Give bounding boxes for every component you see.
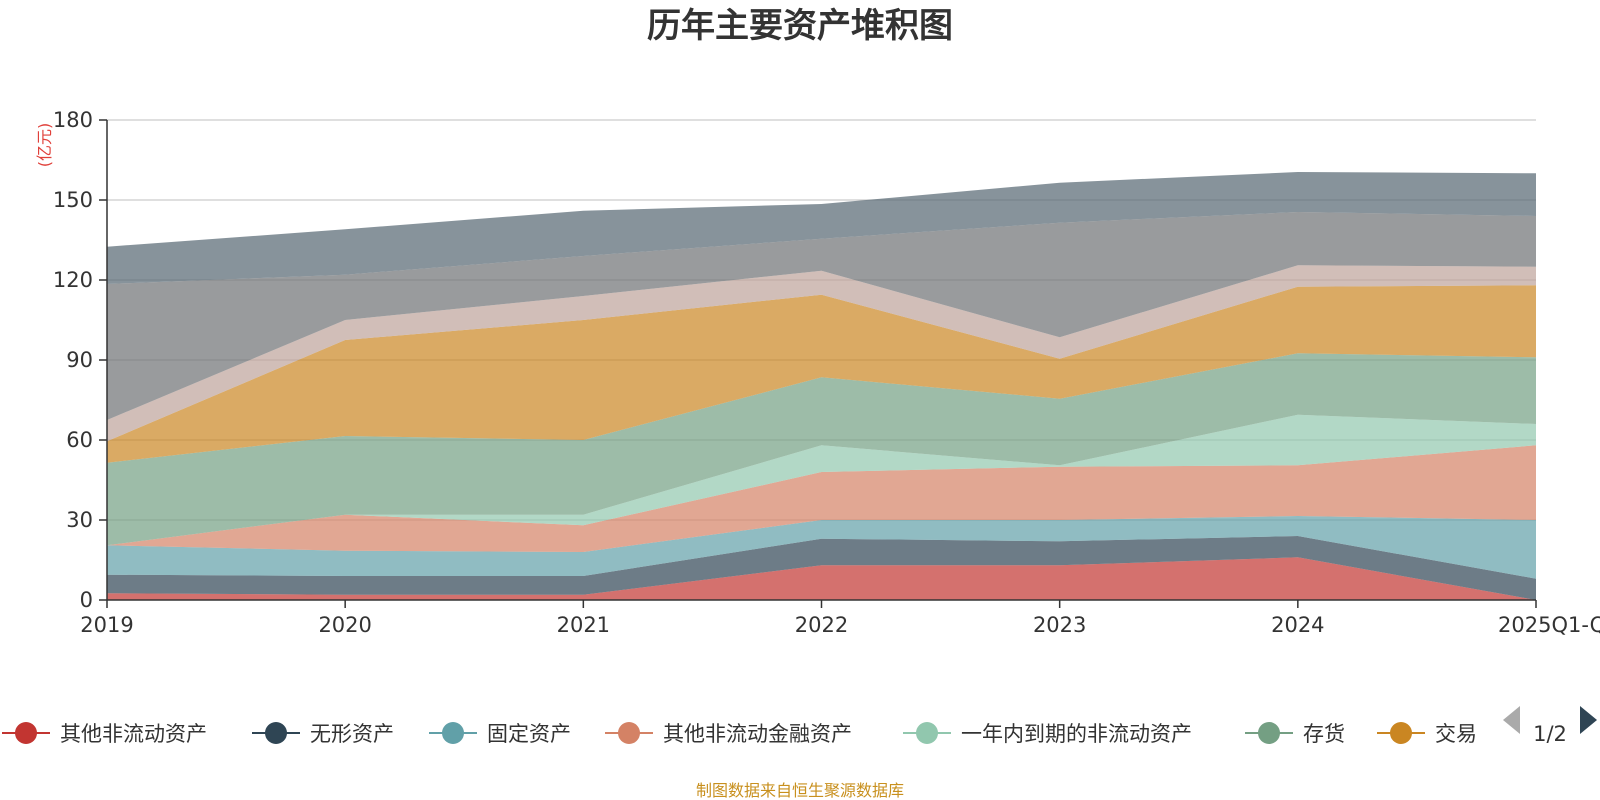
legend-pager[interactable]: 1/2 xyxy=(1503,706,1597,746)
x-tick-label: 2022 xyxy=(795,613,848,637)
legend-label: 固定资产 xyxy=(487,722,571,746)
area-6[interactable] xyxy=(107,353,1536,546)
y-tick-label: 150 xyxy=(53,188,93,212)
y-tick-label: 90 xyxy=(66,348,93,372)
y-tick-label: 180 xyxy=(53,108,93,132)
legend-label: 存货 xyxy=(1303,722,1345,746)
x-tick-label: 2023 xyxy=(1033,613,1086,637)
legend-item[interactable]: 其他非流动金融资产 xyxy=(605,722,852,746)
x-tick-label: 2019 xyxy=(80,613,133,637)
legend-label: 其他非流动金融资产 xyxy=(663,722,852,746)
legend-next-page-icon[interactable] xyxy=(1580,706,1597,734)
x-tick-label: 2024 xyxy=(1271,613,1324,637)
y-tick-label: 30 xyxy=(66,508,93,532)
legend-marker xyxy=(1390,722,1412,744)
area-9[interactable] xyxy=(107,212,1536,420)
area-series[interactable] xyxy=(107,172,1536,600)
legend-label: 其他非流动资产 xyxy=(60,722,207,746)
area-8[interactable] xyxy=(107,265,1536,442)
x-tick-label: 2020 xyxy=(318,613,371,637)
legend-marker xyxy=(1258,722,1280,744)
legend-marker xyxy=(916,722,938,744)
x-tick-label: 2021 xyxy=(557,613,610,637)
legend-marker xyxy=(442,722,464,744)
y-tick-label: 60 xyxy=(66,428,93,452)
area-1[interactable] xyxy=(107,557,1536,600)
legend-prev-page-icon[interactable] xyxy=(1503,706,1520,734)
area-7[interactable] xyxy=(107,285,1536,463)
legend-marker xyxy=(618,722,640,744)
area-10[interactable] xyxy=(107,172,1536,284)
y-axis-unit-label: (亿元) xyxy=(35,123,54,168)
x-tick-label: 2025Q1-Q3 xyxy=(1498,613,1600,637)
legend-label: 交易 xyxy=(1435,722,1477,746)
x-axis-ticks: 2019 2020 2021 2022 2023 2024 2025Q1-Q3 xyxy=(80,600,1600,637)
y-axis-ticks: 0 30 60 90 120 150 180 xyxy=(53,108,107,612)
area-4[interactable] xyxy=(107,445,1536,552)
legend-item[interactable]: 固定资产 xyxy=(429,722,571,746)
data-source-note: 制图数据来自恒生聚源数据库 xyxy=(696,781,904,800)
legend-marker xyxy=(15,722,37,744)
legend-label: 一年内到期的非流动资产 xyxy=(961,722,1192,746)
legend[interactable]: 其他非流动资产 无形资产 固定资产 其他非流动金融资产 一年内到期的非流动资产 存货 交易 xyxy=(2,722,1477,746)
legend-marker xyxy=(265,722,287,744)
legend-item[interactable]: 存货 xyxy=(1245,722,1345,746)
legend-item[interactable]: 一年内到期的非流动资产 xyxy=(903,722,1192,746)
y-tick-label: 0 xyxy=(80,588,93,612)
area-2[interactable] xyxy=(107,536,1536,600)
area-5[interactable] xyxy=(107,414,1536,546)
legend-item[interactable]: 交易 xyxy=(1377,722,1477,746)
legend-page-indicator: 1/2 xyxy=(1533,722,1567,746)
legend-item[interactable]: 其他非流动资产 xyxy=(2,722,207,746)
legend-label: 无形资产 xyxy=(310,722,394,746)
area-3[interactable] xyxy=(107,516,1536,579)
y-tick-label: 120 xyxy=(53,268,93,292)
chart-title: 历年主要资产堆积图 xyxy=(647,6,953,46)
legend-item[interactable]: 无形资产 xyxy=(252,722,394,746)
